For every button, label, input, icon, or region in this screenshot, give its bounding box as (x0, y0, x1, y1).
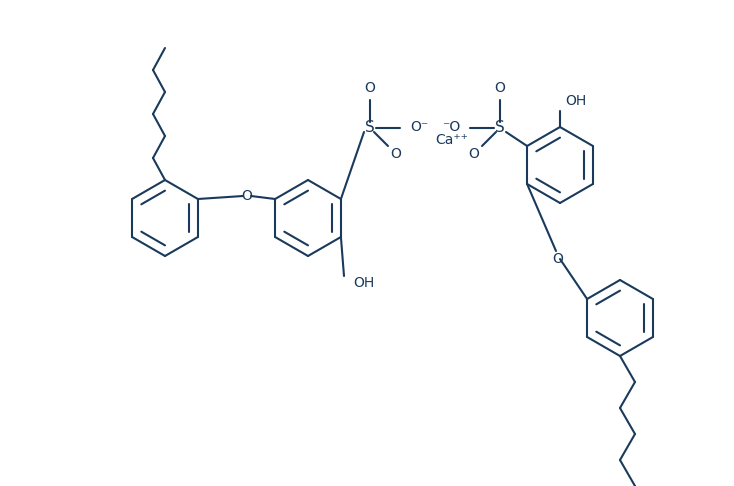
Text: O: O (468, 147, 479, 161)
Text: ⁻O: ⁻O (442, 120, 460, 134)
Text: O: O (553, 252, 564, 266)
Text: O: O (241, 189, 252, 203)
Text: OH: OH (353, 276, 374, 290)
Text: O⁻: O⁻ (410, 120, 428, 134)
Text: O: O (390, 147, 401, 161)
Text: O: O (365, 81, 375, 95)
Text: Ca⁺⁺: Ca⁺⁺ (435, 133, 468, 147)
Text: OH: OH (565, 94, 586, 108)
Text: O: O (495, 81, 506, 95)
Text: S: S (365, 121, 375, 136)
Text: S: S (495, 121, 505, 136)
